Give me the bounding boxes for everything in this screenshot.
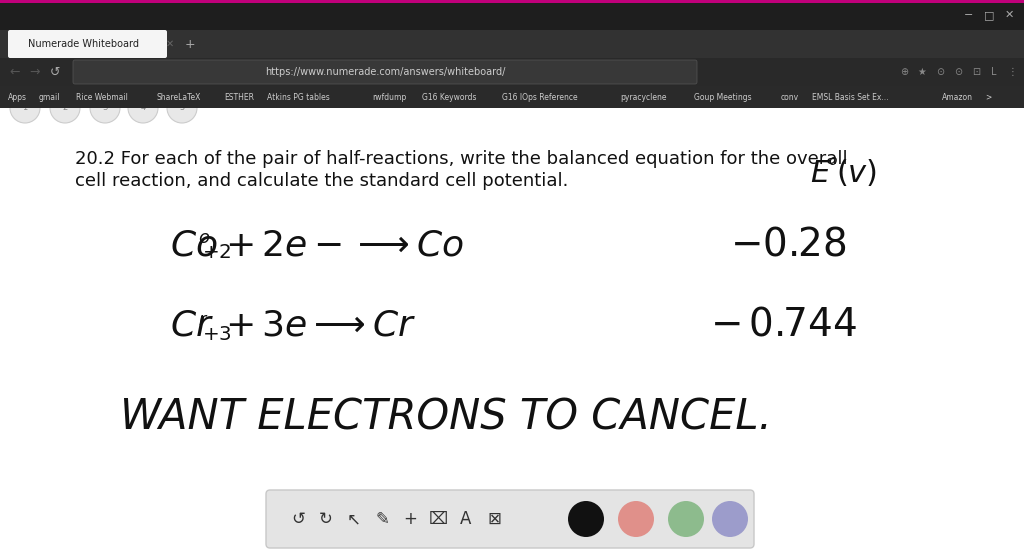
Text: ⊠: ⊠ <box>487 510 501 528</box>
Circle shape <box>618 501 654 537</box>
Text: $+3$: $+3$ <box>202 326 231 345</box>
Text: Amazon: Amazon <box>942 93 973 101</box>
Text: →: → <box>30 65 40 79</box>
FancyBboxPatch shape <box>8 30 167 58</box>
Text: $r$: $r$ <box>198 311 208 329</box>
Text: Atkins PG tables: Atkins PG tables <box>267 93 330 101</box>
Bar <box>0 86 1024 108</box>
Text: ✎: ✎ <box>375 510 389 528</box>
Text: $o$: $o$ <box>198 229 210 247</box>
Text: ↺: ↺ <box>291 510 305 528</box>
Text: −: − <box>965 10 974 20</box>
Text: 2: 2 <box>62 104 68 112</box>
Text: ⊙: ⊙ <box>936 67 944 77</box>
Text: $+2$: $+2$ <box>202 244 231 263</box>
Circle shape <box>128 93 158 123</box>
Bar <box>0 0 1024 30</box>
Text: ↖: ↖ <box>347 510 360 528</box>
Text: $Co$: $Co$ <box>170 228 218 262</box>
Text: ⊕: ⊕ <box>900 67 908 77</box>
Text: ⊡: ⊡ <box>972 67 980 77</box>
Text: rwfdump: rwfdump <box>373 93 407 101</box>
Circle shape <box>10 93 40 123</box>
Text: $Cr$: $Cr$ <box>170 308 214 342</box>
Text: G16 Keywords: G16 Keywords <box>422 93 476 101</box>
Text: $(v)$: $(v)$ <box>836 157 878 188</box>
Text: ⌧: ⌧ <box>428 510 447 528</box>
FancyBboxPatch shape <box>73 60 697 84</box>
Bar <box>0 0 1024 3</box>
Text: ←: ← <box>10 65 20 79</box>
Circle shape <box>668 501 705 537</box>
Text: 1: 1 <box>23 104 28 112</box>
Text: ↻: ↻ <box>319 510 333 528</box>
Text: Apps: Apps <box>8 93 27 101</box>
Text: 3: 3 <box>102 104 108 112</box>
Circle shape <box>50 93 80 123</box>
Text: A: A <box>461 510 472 528</box>
Bar <box>0 30 1024 58</box>
FancyBboxPatch shape <box>266 490 754 548</box>
Text: ✕: ✕ <box>166 39 174 49</box>
Text: ★: ★ <box>918 67 927 77</box>
Text: +: + <box>403 510 417 528</box>
Text: $E$: $E$ <box>810 157 831 188</box>
Text: 20.2 For each of the pair of half-reactions, write the balanced equation for the: 20.2 For each of the pair of half-reacti… <box>75 150 848 168</box>
Text: ⊙: ⊙ <box>954 67 963 77</box>
Text: ⋮: ⋮ <box>1008 67 1017 77</box>
Text: pyracyclene: pyracyclene <box>620 93 667 101</box>
Text: cell reaction, and calculate the standard cell potential.: cell reaction, and calculate the standar… <box>75 172 568 190</box>
Text: ShareLaTeX: ShareLaTeX <box>157 93 201 101</box>
Text: L: L <box>991 67 996 77</box>
Text: Numerade Whiteboard: Numerade Whiteboard <box>28 39 139 49</box>
Text: ESTHER: ESTHER <box>224 93 254 101</box>
Text: EMSL Basis Set Ex...: EMSL Basis Set Ex... <box>812 93 888 101</box>
Text: gmail: gmail <box>39 93 60 101</box>
Text: $+\,3e\longrightarrow Cr$: $+\,3e\longrightarrow Cr$ <box>225 308 416 342</box>
Text: $+\,2e-\longrightarrow Co$: $+\,2e-\longrightarrow Co$ <box>225 228 464 262</box>
Bar <box>0 108 1024 554</box>
Text: $-\,0.744$: $-\,0.744$ <box>710 306 857 343</box>
Text: >: > <box>985 93 991 101</box>
Text: 4: 4 <box>140 104 145 112</box>
Text: $-0.28$: $-0.28$ <box>730 227 847 264</box>
Bar <box>0 58 1024 86</box>
Circle shape <box>712 501 748 537</box>
Circle shape <box>167 93 197 123</box>
Text: G16 IOps Reference: G16 IOps Reference <box>503 93 578 101</box>
Text: 5: 5 <box>179 104 184 112</box>
Text: Rice Webmail: Rice Webmail <box>76 93 128 101</box>
Text: WANT ELECTRONS TO CANCEL.: WANT ELECTRONS TO CANCEL. <box>120 397 772 439</box>
Text: ↺: ↺ <box>50 65 60 79</box>
Circle shape <box>568 501 604 537</box>
Text: □: □ <box>984 10 994 20</box>
Text: $^{o}$: $^{o}$ <box>828 156 838 175</box>
Circle shape <box>90 93 120 123</box>
Text: https://www.numerade.com/answers/whiteboard/: https://www.numerade.com/answers/whitebo… <box>265 67 505 77</box>
Text: +: + <box>184 38 196 50</box>
Text: conv: conv <box>781 93 799 101</box>
Text: Goup Meetings: Goup Meetings <box>694 93 752 101</box>
Text: ✕: ✕ <box>1005 10 1014 20</box>
